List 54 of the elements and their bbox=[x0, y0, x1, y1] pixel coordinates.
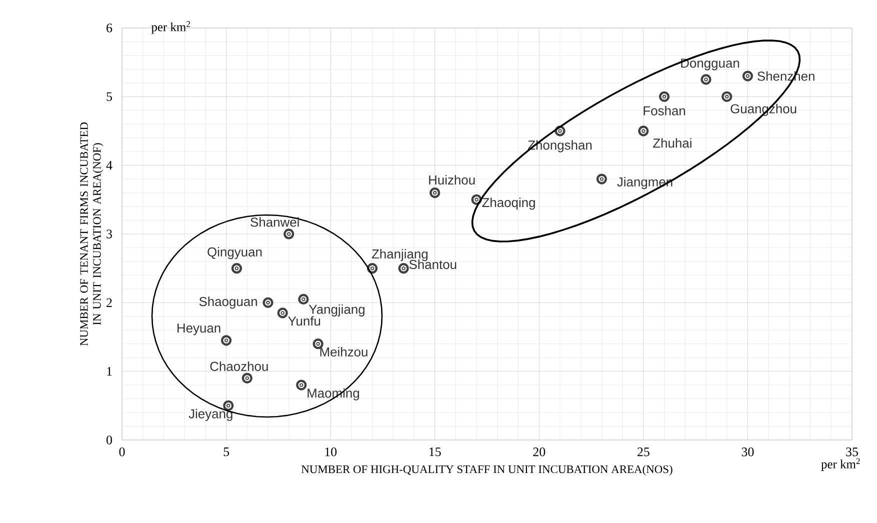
point bbox=[742, 70, 754, 82]
x-tick-label: 35 bbox=[846, 448, 858, 456]
point bbox=[231, 263, 242, 274]
x-tick-label: 25 bbox=[638, 448, 650, 456]
point bbox=[658, 91, 670, 102]
x-tick-label: 30 bbox=[742, 448, 754, 456]
point bbox=[596, 174, 608, 184]
y-tick-label: 3 bbox=[106, 230, 112, 238]
annotation: Foshan bbox=[644, 106, 686, 116]
point bbox=[296, 380, 307, 390]
annotation: Shaoguan bbox=[199, 296, 257, 309]
annotation: Zhanjiang bbox=[372, 249, 428, 262]
point bbox=[430, 187, 440, 198]
annotation: Meihzou bbox=[320, 347, 368, 357]
annotation: Jieyang bbox=[188, 408, 232, 421]
x-tick-label: 20 bbox=[533, 448, 546, 456]
point bbox=[398, 263, 409, 274]
annotation: Yunfu bbox=[288, 316, 320, 326]
point bbox=[366, 263, 378, 274]
point bbox=[298, 294, 309, 305]
annotation: Zhaoqing bbox=[482, 198, 535, 210]
point bbox=[700, 74, 712, 85]
point bbox=[284, 228, 294, 240]
point bbox=[277, 308, 288, 318]
x-tick-label: 5 bbox=[224, 448, 230, 456]
text: per km$^{2}$ bbox=[821, 458, 860, 471]
y-tick-label: 0 bbox=[106, 436, 112, 444]
y-tick-label: 5 bbox=[106, 92, 112, 101]
point bbox=[262, 297, 274, 308]
point bbox=[638, 126, 649, 136]
annotation: Zhuhai bbox=[653, 138, 692, 148]
y-axis-title: NUMBER OF TENANT FIRMS INCUBATED IN UNIT INCUBATION AREA(NOF) bbox=[80, 122, 104, 346]
point bbox=[471, 194, 482, 205]
annotation: Shanwei bbox=[250, 217, 299, 227]
x-tick-label: 15 bbox=[430, 448, 441, 456]
x-tick-label: 0 bbox=[119, 448, 125, 456]
x-tick-label: 10 bbox=[325, 448, 337, 456]
annotation: Chaozhou bbox=[210, 361, 268, 371]
y-tick-label: 2 bbox=[106, 298, 112, 307]
x-axis-title: NUMBER OF HIGH-QUALITY STAFF IN UNIT INCUBATION AREA(NOS) bbox=[301, 465, 672, 476]
annotation: Huizhou bbox=[429, 175, 475, 185]
y-tick-label: 4 bbox=[106, 161, 112, 170]
annotation: Shantou bbox=[409, 260, 456, 270]
y-tick-label: 1 bbox=[107, 367, 112, 376]
annotation: Yangjiang bbox=[308, 304, 364, 316]
point bbox=[722, 91, 732, 102]
point bbox=[554, 126, 566, 136]
annotation: Dongguan bbox=[681, 58, 740, 70]
point bbox=[220, 335, 232, 346]
y-tick-label: 6 bbox=[106, 24, 112, 32]
annotation: per km$^{2}$ bbox=[151, 21, 190, 34]
point bbox=[242, 372, 252, 384]
annotation: Heyuan bbox=[178, 324, 220, 336]
annotation: Qingyuan bbox=[208, 247, 262, 260]
